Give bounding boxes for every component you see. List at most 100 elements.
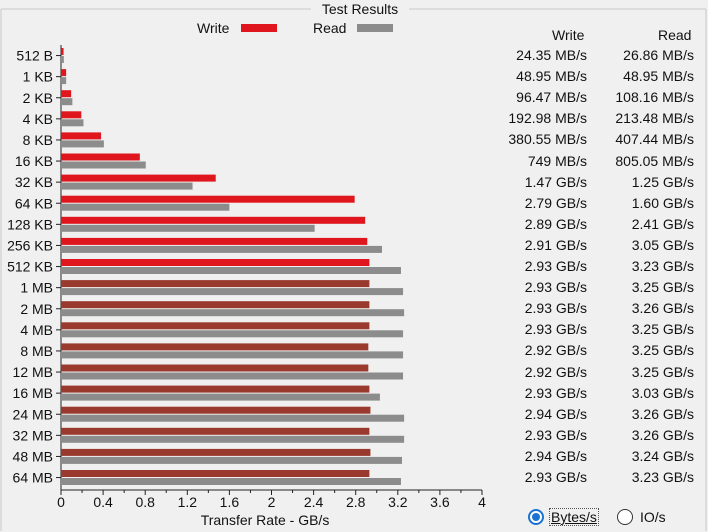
- x-tick-label: 0.8: [135, 494, 155, 510]
- y-category-label: 256 KB: [7, 237, 53, 253]
- read-value: 213.48 MB/s: [615, 110, 694, 127]
- write-value: 2.93 GB/s: [524, 469, 587, 485]
- x-tick-label: 1.2: [178, 494, 198, 510]
- write-value: 2.91 GB/s: [524, 236, 587, 253]
- write-value: 380.55 MB/s: [508, 131, 587, 148]
- bytes-per-second-radio[interactable]: Bytes/s: [528, 507, 599, 527]
- write-bar: [61, 174, 216, 182]
- io-per-second-radio[interactable]: IO/s: [617, 507, 668, 527]
- bytes-per-second-label: Bytes/s: [549, 508, 599, 526]
- write-bar: [61, 90, 72, 98]
- y-category-label: 512 B: [16, 48, 53, 64]
- legend-read-label: Read: [313, 20, 346, 36]
- read-bar: [61, 245, 383, 253]
- y-category-label: 4 KB: [23, 111, 53, 127]
- legend-write-label: Write: [197, 20, 230, 36]
- read-bar: [61, 330, 404, 338]
- read-bar: [61, 119, 84, 127]
- y-category-label: 64 KB: [15, 195, 53, 211]
- read-value: 3.25 GB/s: [631, 321, 694, 338]
- read-bar: [61, 77, 67, 85]
- read-bar: [61, 98, 73, 106]
- read-bar: [61, 267, 401, 274]
- write-bar: [61, 111, 82, 119]
- write-value: 24.35 MB/s: [516, 47, 587, 63]
- read-value: 805.05 MB/s: [615, 152, 694, 169]
- read-value: 3.26 GB/s: [631, 300, 694, 317]
- write-bar: [61, 301, 370, 309]
- write-bar: [61, 385, 370, 393]
- write-value: 2.94 GB/s: [524, 447, 587, 464]
- write-value: 48.95 MB/s: [516, 68, 587, 85]
- y-category-label: 8 KB: [23, 132, 53, 148]
- write-value: 2.89 GB/s: [524, 215, 587, 232]
- write-bar: [61, 153, 140, 161]
- y-category-label: 12 MB: [13, 364, 53, 380]
- x-tick-label: 0.4: [93, 494, 113, 510]
- read-bar: [61, 309, 405, 317]
- write-value: 2.93 GB/s: [524, 300, 587, 317]
- x-tick-label: 0: [57, 494, 65, 510]
- write-bar: [61, 406, 371, 414]
- x-tick-label: 4: [478, 494, 486, 510]
- y-category-label: 128 KB: [7, 216, 53, 232]
- read-bar: [61, 372, 404, 380]
- read-value: 26.86 MB/s: [623, 47, 694, 63]
- write-bar: [61, 448, 371, 456]
- write-value: 2.93 GB/s: [524, 258, 587, 274]
- write-bar: [61, 280, 370, 288]
- y-category-label: 48 MB: [13, 448, 53, 464]
- read-value: 3.24 GB/s: [631, 447, 694, 464]
- x-tick-label: 2: [268, 494, 276, 510]
- x-tick-label: 2.8: [346, 494, 366, 510]
- write-bar: [61, 69, 67, 77]
- write-value: 2.94 GB/s: [524, 405, 587, 422]
- read-bar: [61, 393, 380, 401]
- y-category-label: 8 MB: [20, 343, 53, 359]
- read-value: 3.03 GB/s: [631, 384, 694, 401]
- read-value: 48.95 MB/s: [623, 68, 694, 85]
- write-value: 2.92 GB/s: [524, 342, 587, 359]
- read-value: 1.60 GB/s: [631, 194, 694, 211]
- chart-legend: Write Read: [197, 20, 393, 36]
- write-bar: [61, 48, 64, 55]
- write-value: 192.98 MB/s: [508, 110, 587, 127]
- y-category-label: 512 KB: [7, 259, 53, 275]
- write-value: 96.47 MB/s: [516, 89, 587, 106]
- y-category-label: 32 MB: [13, 427, 53, 443]
- write-bar: [61, 470, 370, 477]
- read-value: 1.25 GB/s: [631, 173, 694, 190]
- write-value: 749 MB/s: [527, 152, 587, 169]
- y-category-label: 64 MB: [13, 470, 53, 486]
- write-bar: [61, 427, 370, 435]
- write-value: 2.93 GB/s: [524, 384, 587, 401]
- read-bar: [61, 414, 405, 422]
- read-bar: [61, 161, 146, 169]
- write-bar: [61, 364, 369, 372]
- read-value: 3.25 GB/s: [631, 342, 694, 359]
- write-bar: [61, 259, 370, 266]
- read-value: 3.26 GB/s: [631, 426, 694, 443]
- y-category-label: 32 KB: [15, 174, 53, 190]
- write-bar: [61, 195, 355, 203]
- write-value: 1.47 GB/s: [524, 173, 587, 190]
- x-tick-label: 3.6: [430, 494, 450, 510]
- write-value: 2.93 GB/s: [524, 321, 587, 338]
- legend-write-swatch: [241, 24, 277, 32]
- write-value: 2.79 GB/s: [524, 194, 587, 211]
- read-bar: [61, 224, 315, 232]
- bar-chart-plot: 0 0.4 0.8 1.2 1.6 2 2.4 2.8 3.2 3.6 4 512 B 1 KB 2 KB…: [7, 45, 486, 510]
- read-bar: [61, 140, 104, 148]
- read-bar: [61, 478, 401, 485]
- write-bar: [61, 237, 368, 245]
- read-bar: [61, 351, 404, 359]
- io-per-second-label: IO/s: [640, 509, 666, 525]
- read-value: 3.25 GB/s: [631, 363, 694, 380]
- read-bar: [61, 456, 403, 464]
- read-bar: [61, 288, 404, 296]
- x-axis-label: Transfer Rate - GB/s: [201, 512, 330, 528]
- x-tick-label: 2.4: [304, 494, 324, 510]
- read-bar: [61, 435, 405, 443]
- x-tick-label: 1.6: [220, 494, 240, 510]
